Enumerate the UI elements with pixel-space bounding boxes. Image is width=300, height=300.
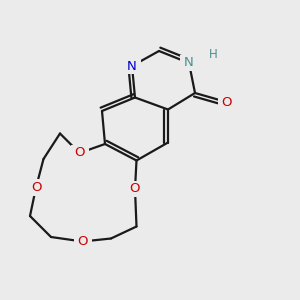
Text: N: N — [127, 59, 137, 73]
FancyBboxPatch shape — [180, 55, 198, 71]
FancyBboxPatch shape — [27, 179, 45, 196]
FancyBboxPatch shape — [74, 233, 92, 250]
FancyBboxPatch shape — [218, 94, 236, 110]
Text: N: N — [184, 56, 194, 70]
Text: O: O — [221, 95, 232, 109]
FancyBboxPatch shape — [126, 181, 144, 197]
FancyBboxPatch shape — [70, 145, 88, 161]
Text: O: O — [77, 235, 88, 248]
FancyBboxPatch shape — [123, 58, 141, 74]
Text: H: H — [208, 47, 217, 61]
Text: O: O — [74, 146, 85, 160]
Text: O: O — [31, 181, 41, 194]
Text: O: O — [130, 182, 140, 196]
